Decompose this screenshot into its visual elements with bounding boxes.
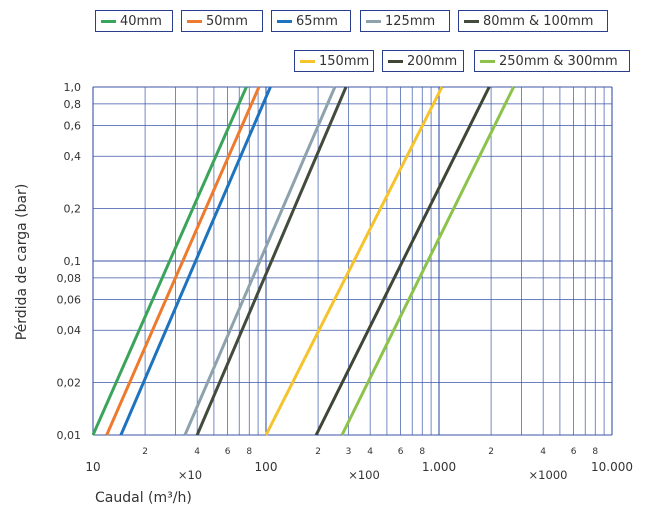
x-minor-tick-label: 3 [346,447,352,457]
legend-label: 250mm & 300mm [499,53,618,69]
x-multiplier-label: ×10 [178,468,202,482]
y-tick-label: 0,02 [57,377,82,390]
y-tick-label: 0,8 [64,98,82,111]
x-minor-tick-label: 8 [592,447,598,457]
legend-item: 40mm [95,10,173,32]
y-tick-label: 0,4 [64,150,82,163]
y-tick-label: 0,1 [64,255,82,268]
legend-item: 50mm [181,10,263,32]
x-major-tick-label: 100 [255,460,278,474]
y-tick-label: 0,06 [57,294,82,307]
series-line-50mm [105,86,261,436]
legend-swatch [388,59,403,63]
x-minor-tick-label: 6 [571,447,577,457]
legend-item: 200mm [382,50,464,72]
legend-swatch [300,59,315,63]
x-minor-tick-label: 4 [540,447,546,457]
legend-label: 80mm & 100mm [483,13,594,29]
legend-item: 250mm & 300mm [474,50,630,72]
legend-swatch [366,19,381,23]
legend-swatch [187,19,202,23]
x-minor-tick-label: 8 [419,447,425,457]
legend-label: 150mm [319,53,370,69]
x-multiplier-label: ×100 [348,468,380,482]
series-line-80mm-100mm [195,86,348,436]
y-tick-label: 0,08 [57,272,82,285]
series-line-150mm [264,86,444,436]
x-minor-tick-label: 2 [315,447,321,457]
legend-label: 65mm [296,13,338,29]
series-line-250mm-300mm [340,86,515,436]
x-minor-tick-label: 4 [367,447,373,457]
legend-swatch [277,19,292,23]
x-axis-label: Caudal (m³/h) [95,490,192,506]
y-tick-label: 0,2 [64,203,82,216]
x-major-tick-label: 10 [85,460,100,474]
x-major-tick-label: 1.000 [422,460,456,474]
series-line-65mm [119,86,272,436]
legend-item: 80mm & 100mm [458,10,608,32]
legend-item: 65mm [271,10,351,32]
legend-label: 125mm [385,13,436,29]
x-major-tick-label: 10.000 [591,460,633,474]
legend-label: 40mm [120,13,162,29]
x-minor-tick-label: 2 [488,447,494,457]
x-minor-tick-label: 4 [194,447,200,457]
x-minor-tick-label: 6 [225,447,231,457]
y-tick-label: 0,6 [64,120,82,133]
x-minor-tick-label: 8 [246,447,252,457]
x-minor-tick-label: 6 [398,447,404,457]
x-minor-tick-label: 2 [142,447,148,457]
legend-item: 125mm [360,10,450,32]
y-axis-label: Pérdida de carga (bar) [14,184,30,341]
x-multiplier-label: ×1000 [529,468,568,482]
series-line-200mm [314,86,491,436]
legend-swatch [101,19,116,23]
legend-swatch [480,59,495,63]
legend-swatch [464,19,479,23]
y-tick-label: 1,0 [64,81,82,94]
y-tick-label: 0,04 [57,324,82,337]
legend-item: 150mm [294,50,374,72]
legend-label: 200mm [407,53,458,69]
series-line-40mm [91,86,248,436]
series-line-125mm [183,86,337,436]
legend-label: 50mm [206,13,248,29]
y-tick-label: 0,01 [57,429,82,442]
